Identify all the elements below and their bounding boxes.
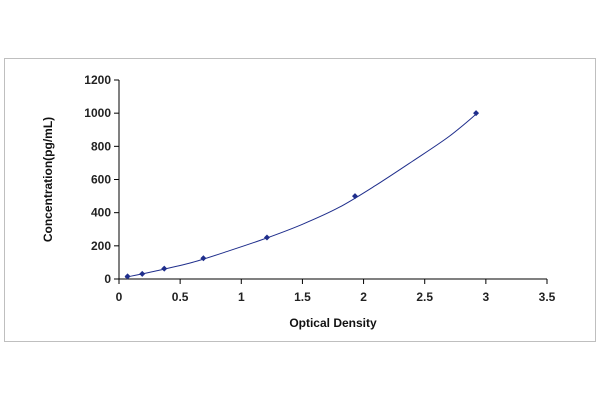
- y-tick-label: 1200: [84, 73, 111, 87]
- tick-marks: [114, 79, 548, 284]
- x-tick-label: 0: [116, 290, 123, 304]
- x-tick-label: 2.5: [416, 290, 433, 304]
- y-tick-label: 800: [91, 139, 111, 153]
- y-tick-label: 600: [91, 173, 111, 187]
- y-axis-title: Concentration(pg/mL): [41, 117, 55, 242]
- x-tick-label: 1.5: [294, 290, 311, 304]
- tick-labels: 0 0.5 1 1.5 2 2.5 3 3.5 0 200 400 600 800 1000 1200: [84, 73, 555, 304]
- axes: [118, 80, 547, 280]
- data-point: [139, 270, 146, 277]
- data-point: [473, 110, 480, 117]
- y-tick-label: 1000: [84, 106, 111, 120]
- x-axis-title: Optical Density: [289, 316, 377, 330]
- data-point: [263, 234, 270, 241]
- y-tick-label: 400: [91, 206, 111, 220]
- x-tick-label: 1: [238, 290, 245, 304]
- data-points: [124, 110, 480, 280]
- x-tick-label: 2: [360, 290, 367, 304]
- data-point: [161, 265, 168, 272]
- y-tick-label: 0: [104, 272, 111, 286]
- data-point: [200, 255, 207, 262]
- x-tick-label: 3.5: [539, 290, 556, 304]
- y-tick-label: 200: [91, 239, 111, 253]
- x-tick-label: 0.5: [172, 290, 189, 304]
- data-point: [352, 193, 359, 200]
- chart-frame: [4, 58, 596, 342]
- x-tick-label: 3: [483, 290, 490, 304]
- fit-curve-line: [125, 112, 478, 278]
- data-point: [124, 273, 131, 280]
